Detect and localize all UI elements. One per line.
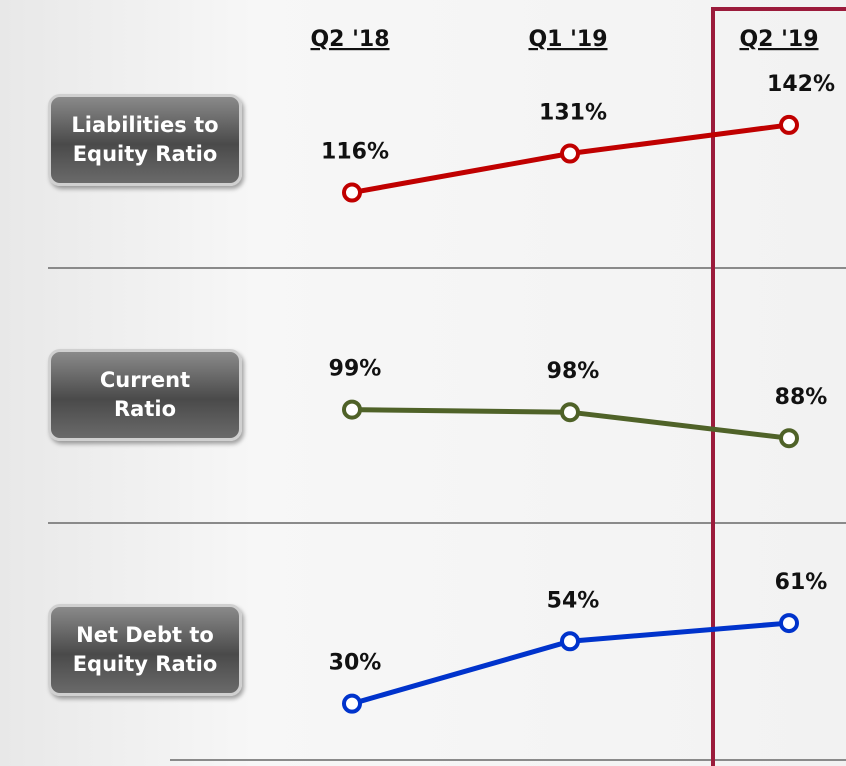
point xyxy=(342,693,362,714)
highlight-box xyxy=(711,7,846,766)
series-label-box: Net Debt to Equity Ratio xyxy=(48,604,242,696)
point xyxy=(560,143,580,164)
data-label: 30% xyxy=(329,651,382,676)
series-label: Liabilities to Equity Ratio xyxy=(71,113,219,166)
point xyxy=(560,402,580,423)
data-label: 88% xyxy=(775,385,828,410)
point xyxy=(779,428,799,449)
point xyxy=(560,631,580,652)
data-label: 98% xyxy=(547,359,600,384)
data-label: 61% xyxy=(775,570,828,595)
point xyxy=(342,182,362,203)
data-label: 54% xyxy=(547,588,600,613)
series-label-box: Liabilities to Equity Ratio xyxy=(48,94,242,186)
point xyxy=(342,399,362,420)
point xyxy=(779,613,799,634)
data-label: 99% xyxy=(329,357,382,382)
category-header: Q2 '19 xyxy=(739,27,818,52)
category-header: Q2 '18 xyxy=(310,27,389,52)
series-label-box: Current Ratio xyxy=(48,349,242,441)
data-label: 116% xyxy=(321,140,389,165)
series-label: Net Debt to Equity Ratio xyxy=(72,623,218,676)
series-label: Current Ratio xyxy=(99,368,191,421)
data-label: 131% xyxy=(539,101,607,126)
point xyxy=(779,114,799,135)
data-label: 142% xyxy=(767,72,835,97)
category-header: Q1 '19 xyxy=(528,27,607,52)
